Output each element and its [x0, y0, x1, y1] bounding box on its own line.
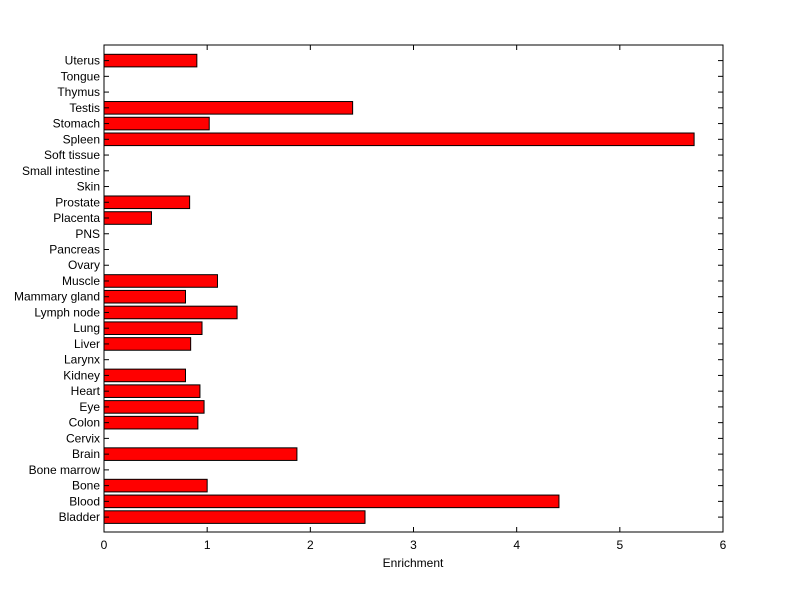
- bar-blood: [103, 494, 560, 509]
- y-tick-label-stomach: Stomach: [53, 117, 100, 131]
- bar-liver: [103, 337, 192, 351]
- x-tick-label-4: 4: [513, 538, 520, 552]
- bar-uterus: [103, 53, 198, 68]
- bar-lymph-node: [103, 305, 238, 320]
- y-tick-label-kidney: Kidney: [63, 368, 100, 382]
- y-tick-label-small-intestine: Small intestine: [22, 164, 100, 178]
- y-tick-label-soft-tissue: Soft tissue: [44, 148, 100, 162]
- y-tick-label-lung: Lung: [73, 321, 100, 335]
- y-tick-label-testis: Testis: [69, 101, 100, 115]
- bar-brain: [103, 447, 298, 461]
- y-tick-label-bladder: Bladder: [59, 510, 100, 524]
- y-tick-label-tongue: Tongue: [61, 69, 101, 83]
- y-tick-label-heart: Heart: [71, 384, 101, 398]
- y-tick-label-blood: Blood: [69, 494, 100, 508]
- x-axis-label: Enrichment: [383, 556, 444, 570]
- y-tick-label-mammary-gland: Mammary gland: [14, 290, 100, 304]
- y-tick-label-colon: Colon: [69, 416, 100, 430]
- bar-kidney: [103, 368, 186, 383]
- y-tick-label-uterus: Uterus: [65, 54, 100, 68]
- x-tick-label-2: 2: [307, 538, 314, 552]
- y-tick-label-pancreas: Pancreas: [49, 243, 100, 257]
- x-tick-label-1: 1: [204, 538, 211, 552]
- bar-prostate: [103, 195, 191, 210]
- y-tick-label-brain: Brain: [72, 447, 100, 461]
- y-tick-label-skin: Skin: [77, 180, 100, 194]
- bar-placenta: [103, 211, 152, 225]
- bar-lung: [103, 321, 203, 336]
- bar-bone: [103, 478, 208, 493]
- bar-bladder: [103, 510, 366, 524]
- y-tick-label-eye: Eye: [79, 400, 100, 414]
- bar-testis: [103, 101, 354, 115]
- y-tick-label-bone: Bone: [72, 479, 100, 493]
- y-tick-label-spleen: Spleen: [63, 132, 100, 146]
- bar-muscle: [103, 274, 218, 288]
- y-tick-label-thymus: Thymus: [57, 85, 100, 99]
- y-tick-label-prostate: Prostate: [55, 195, 100, 209]
- bar-heart: [103, 384, 201, 398]
- x-tick-label-5: 5: [616, 538, 623, 552]
- ticks-group: [103, 45, 724, 532]
- y-tick-label-placenta: Placenta: [53, 211, 100, 225]
- x-tick-label-6: 6: [720, 538, 727, 552]
- bar-mammary-gland: [103, 289, 186, 304]
- bar-colon: [103, 415, 199, 430]
- bar-stomach: [103, 116, 210, 131]
- y-tick-label-ovary: Ovary: [68, 258, 100, 272]
- y-tick-label-lymph-node: Lymph node: [34, 305, 100, 319]
- bar-eye: [103, 400, 205, 414]
- y-tick-label-larynx: Larynx: [64, 353, 100, 367]
- x-tick-label-0: 0: [101, 538, 108, 552]
- bar-spleen: [103, 132, 695, 147]
- y-tick-label-muscle: Muscle: [62, 274, 100, 288]
- x-tick-label-3: 3: [410, 538, 417, 552]
- y-tick-label-bone-marrow: Bone marrow: [29, 463, 101, 477]
- y-tick-label-cervix: Cervix: [66, 431, 100, 445]
- y-tick-label-liver: Liver: [74, 337, 100, 351]
- y-tick-label-pns: PNS: [75, 227, 100, 241]
